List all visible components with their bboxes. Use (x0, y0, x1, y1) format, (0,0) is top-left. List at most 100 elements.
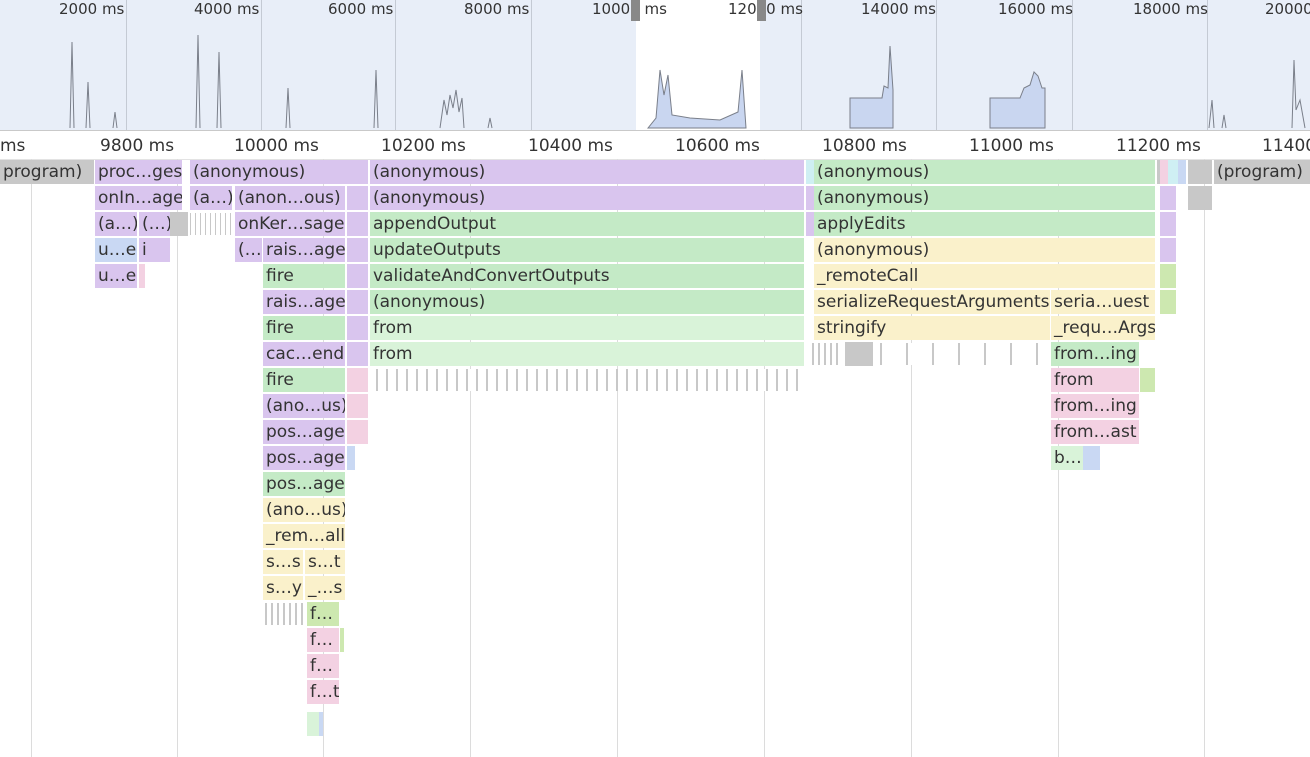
flame-frame[interactable]: rais…age (263, 238, 345, 262)
flame-frame[interactable]: serializeRequestArguments (814, 290, 1050, 314)
flame-frame[interactable] (347, 186, 368, 210)
cpu-activity-graph (69, 34, 1306, 129)
flame-frame[interactable]: validateAndConvertOutputs (370, 264, 804, 288)
selection-left-handle[interactable] (631, 0, 640, 21)
flame-frame[interactable]: from…ast (1051, 420, 1139, 444)
flame-frame[interactable] (1160, 186, 1176, 210)
flame-frame[interactable] (347, 264, 368, 288)
flame-frame[interactable] (1188, 160, 1212, 184)
flame-frame[interactable] (340, 628, 344, 652)
flame-frame[interactable] (806, 186, 814, 210)
flame-frame[interactable]: (program) (1214, 160, 1310, 184)
flame-frame[interactable] (1083, 446, 1100, 470)
flame-frame[interactable] (347, 446, 355, 470)
flame-frame[interactable]: from (370, 316, 804, 340)
flame-frame[interactable]: onKer…sage (235, 212, 345, 236)
flame-frame[interactable] (1160, 264, 1176, 288)
flame-frame[interactable]: f… (307, 602, 339, 626)
flame-frame[interactable]: s…s (263, 550, 303, 574)
flame-frame[interactable]: pos…age (263, 420, 345, 444)
ruler-tick-label: 11400 (1262, 136, 1310, 156)
flame-frame[interactable]: appendOutput (370, 212, 804, 236)
flame-frame[interactable] (347, 420, 368, 444)
flame-frame[interactable] (1168, 160, 1178, 184)
flame-frame[interactable]: s…t (305, 550, 345, 574)
flame-frame[interactable]: (…) (139, 212, 170, 236)
flame-frame[interactable]: updateOutputs (370, 238, 804, 262)
flame-frame[interactable]: applyEdits (814, 212, 1155, 236)
flame-frame[interactable]: fire (263, 316, 345, 340)
flame-frame[interactable]: (anon…ous) (235, 186, 345, 210)
flame-frame[interactable]: _rem…all (263, 524, 345, 548)
flame-frame[interactable]: i (139, 238, 170, 262)
overview-tick-label: 4000 ms (194, 0, 260, 18)
flame-frame[interactable] (806, 212, 814, 236)
flame-frame[interactable] (347, 316, 368, 340)
flame-frame[interactable]: (anonymous) (370, 290, 804, 314)
flame-frame[interactable]: b… (1051, 446, 1083, 470)
flame-frame[interactable]: (a…) (95, 212, 137, 236)
flame-frame[interactable]: (ano…us) (263, 498, 345, 522)
flame-frame[interactable] (347, 368, 368, 392)
overview-tick-label: 20000 (1265, 0, 1310, 18)
flame-frame[interactable] (1160, 160, 1168, 184)
flame-frame[interactable]: f… (307, 654, 339, 678)
flame-frame[interactable] (347, 290, 368, 314)
flame-frame[interactable] (1140, 368, 1155, 392)
flame-frame[interactable]: from (1051, 368, 1139, 392)
flame-frame[interactable]: rais…age (263, 290, 345, 314)
flame-frame[interactable]: s…y (263, 576, 303, 600)
flame-frame[interactable]: (anonymous) (814, 160, 1155, 184)
flame-frame[interactable]: onIn…age (95, 186, 182, 210)
flame-frame[interactable]: (a…) (190, 186, 232, 210)
flame-frame[interactable] (1160, 238, 1176, 262)
flame-frame[interactable]: u…e (95, 264, 137, 288)
flame-frame[interactable] (1178, 160, 1186, 184)
flame-frame[interactable]: (ano…us) (263, 394, 345, 418)
timeline-overview[interactable]: 2000 ms 4000 ms 6000 ms 8000 ms 10000 ms… (0, 0, 1310, 130)
flame-frame[interactable]: from…ing (1051, 342, 1139, 366)
flame-frame[interactable] (1160, 212, 1176, 236)
flame-frame[interactable] (307, 712, 319, 736)
flame-frame[interactable]: f…t (307, 680, 339, 704)
flame-frame[interactable]: (anonymous) (814, 238, 1155, 262)
flame-frame[interactable] (347, 238, 368, 262)
ruler-tick-label: 11000 ms (969, 136, 1054, 156)
flame-frame[interactable]: proc…ges (95, 160, 182, 184)
flame-frame[interactable] (139, 264, 145, 288)
flame-chart[interactable]: program) proc…ges (anonymous) (anonymous… (0, 159, 1310, 757)
flame-frame[interactable] (806, 160, 814, 184)
flame-frame[interactable]: from (370, 342, 804, 366)
flame-frame[interactable]: fire (263, 368, 345, 392)
flame-frame[interactable] (347, 342, 368, 366)
flame-frame[interactable] (347, 394, 368, 418)
flame-frame[interactable] (1157, 160, 1160, 184)
flame-frame[interactable]: pos…age (263, 446, 345, 470)
flame-frame[interactable]: seria…uest (1051, 290, 1155, 314)
flame-frame[interactable]: u…e (95, 238, 137, 262)
flame-frame[interactable]: fire (263, 264, 345, 288)
flame-frame[interactable]: stringify (814, 316, 1050, 340)
flame-frame[interactable]: (anonymous) (370, 186, 804, 210)
flame-frame[interactable] (1160, 290, 1176, 314)
overview-tick-line (936, 0, 937, 130)
flame-frame[interactable]: _remoteCall (814, 264, 1155, 288)
flame-frame[interactable]: _requ…Args (1051, 316, 1155, 340)
selection-right-handle[interactable] (757, 0, 766, 21)
flame-frame[interactable] (347, 212, 368, 236)
flame-frame[interactable]: (anonymous) (190, 160, 368, 184)
flame-frame[interactable]: f… (307, 628, 339, 652)
flame-frame[interactable]: (anonymous) (370, 160, 804, 184)
flame-frame[interactable] (319, 712, 323, 736)
flame-frame[interactable]: (anonymous) (814, 186, 1155, 210)
flame-frame[interactable]: cac…end (263, 342, 345, 366)
flame-frame[interactable] (170, 212, 188, 236)
flame-frame[interactable]: pos…age (263, 472, 345, 496)
flame-frame[interactable] (1188, 186, 1212, 210)
flame-frame[interactable]: (… (235, 238, 262, 262)
flame-frame[interactable] (845, 342, 873, 366)
flame-frame[interactable]: program) (0, 160, 94, 184)
flame-frame[interactable]: from…ing (1051, 394, 1139, 418)
flame-frame[interactable]: _…s (305, 576, 345, 600)
overview-tick-line (395, 0, 396, 130)
